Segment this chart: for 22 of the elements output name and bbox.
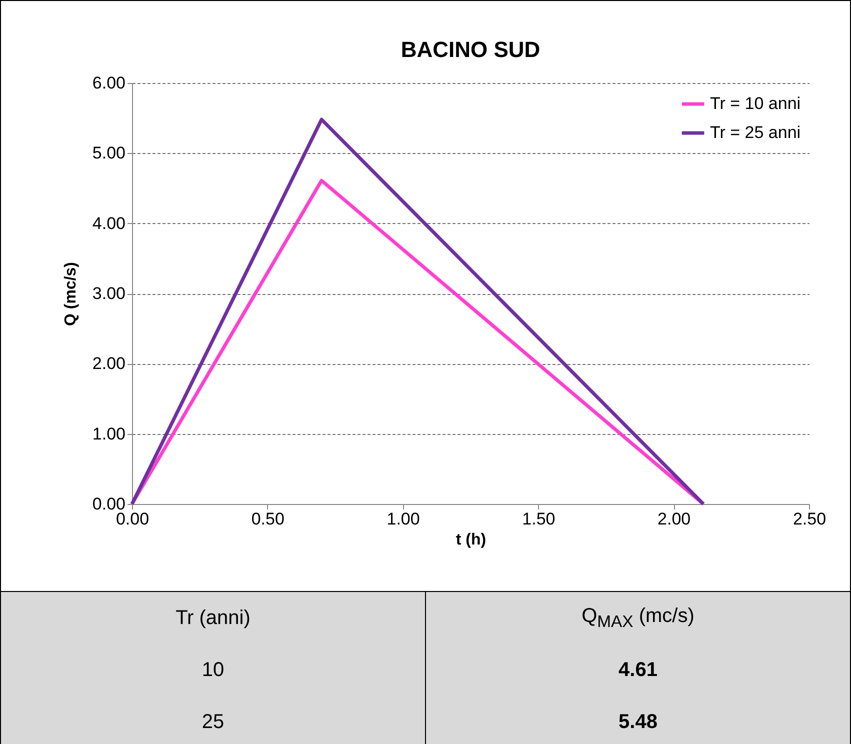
text: 5.48 [426, 696, 850, 744]
y-tick-label: 1.00 [92, 424, 126, 444]
chart-title: BACINO SUD [400, 37, 540, 62]
y-tick-label: 3.00 [92, 284, 126, 303]
x-tick-label: 2.50 [792, 510, 826, 528]
y-tick-label: 5.00 [92, 144, 126, 163]
x-tick-label: 0.50 [251, 510, 284, 528]
legend-label: Tr = 10 anni [710, 94, 801, 113]
x-tick-label: 1.00 [386, 510, 420, 528]
y-tick-label: 4.00 [92, 214, 126, 233]
text: Q$_{MAX}$ (mc/s) [426, 592, 850, 644]
x-axis-title: t (h) [456, 532, 486, 548]
x-tick-label: 2.00 [658, 510, 691, 528]
y-axis-title: Q (mc/s) [62, 262, 80, 326]
text: 4.61 [426, 644, 850, 696]
legend-label: Tr = 25 anni [710, 123, 801, 142]
text: 25 [200, 710, 226, 734]
y-tick-label: 6.00 [92, 74, 126, 92]
text: Tr (anni) [1, 592, 426, 644]
y-tick-label: 2.00 [92, 354, 126, 374]
x-tick-label: 1.50 [522, 510, 556, 528]
text: 10 [200, 658, 226, 682]
